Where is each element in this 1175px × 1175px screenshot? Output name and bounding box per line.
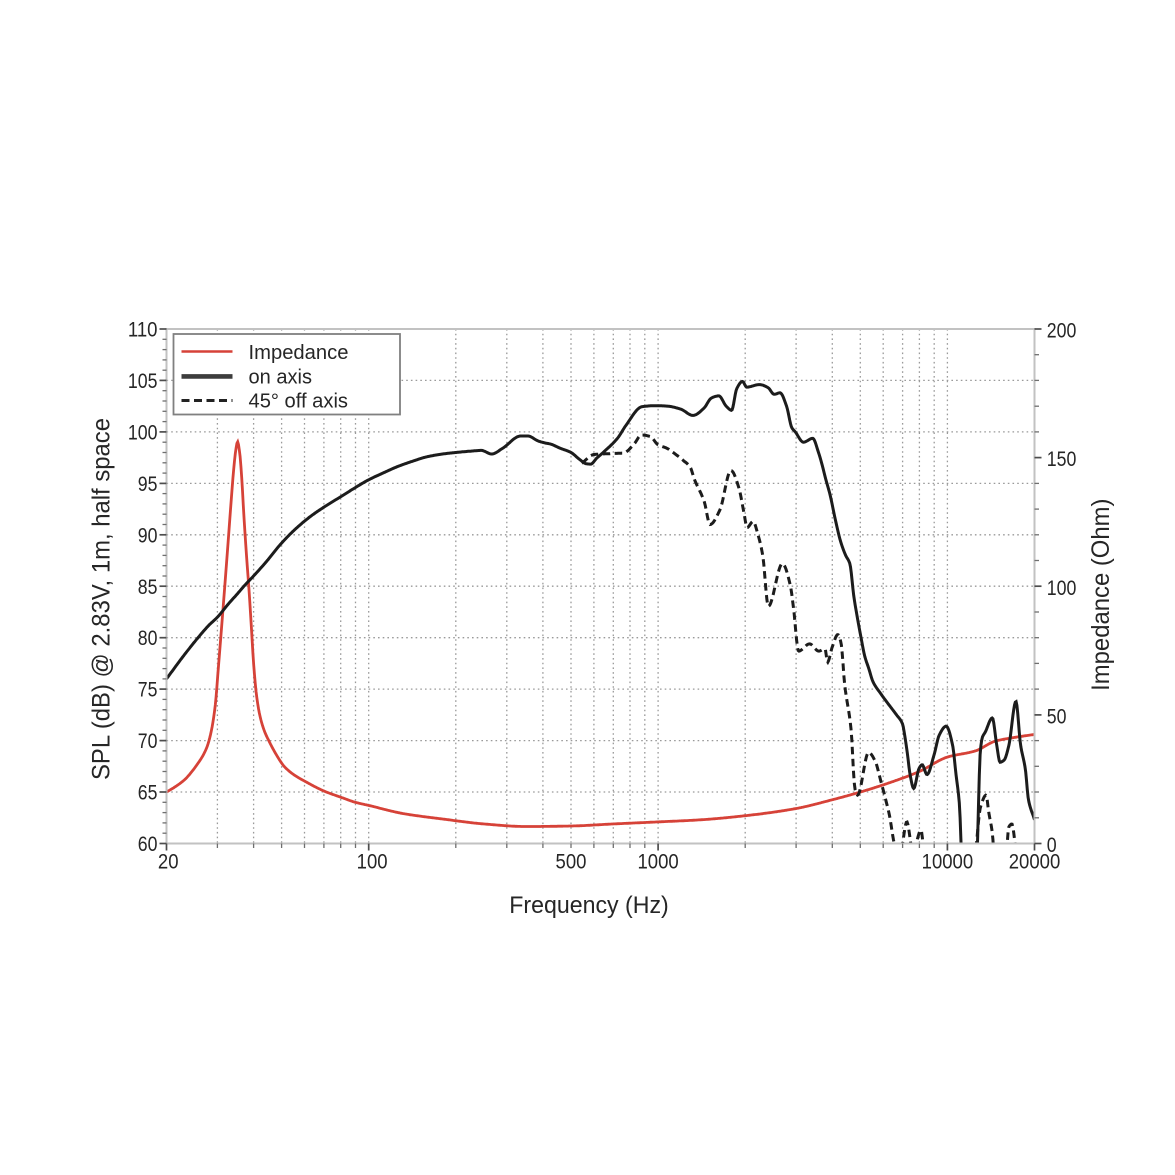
svg-text:100: 100 [1047,577,1077,600]
svg-text:SPL (dB) @ 2.83V, 1m, half spa: SPL (dB) @ 2.83V, 1m, half space [87,418,115,780]
svg-text:90: 90 [138,524,158,547]
svg-text:150: 150 [1047,448,1077,471]
svg-text:110: 110 [128,319,158,342]
svg-text:Frequency (Hz): Frequency (Hz) [509,892,669,919]
svg-text:95: 95 [138,473,158,496]
svg-text:Impedance: Impedance [249,341,349,364]
svg-text:100: 100 [128,421,158,444]
svg-text:1000: 1000 [638,851,679,874]
svg-text:80: 80 [138,627,158,650]
svg-text:100: 100 [357,851,388,874]
svg-text:Impedance (Ohm): Impedance (Ohm) [1087,499,1115,691]
svg-text:75: 75 [138,679,158,702]
svg-text:200: 200 [1047,320,1077,343]
svg-text:20000: 20000 [1009,851,1061,874]
svg-text:10000: 10000 [922,851,974,874]
svg-text:65: 65 [138,782,158,805]
svg-text:45° off axis: 45° off axis [249,390,349,413]
svg-text:105: 105 [128,370,158,393]
svg-text:0: 0 [1047,834,1057,857]
svg-text:on axis: on axis [249,365,313,388]
svg-text:70: 70 [138,730,158,753]
svg-text:20: 20 [158,851,179,874]
svg-text:500: 500 [556,851,587,874]
svg-text:60: 60 [138,833,158,856]
svg-text:50: 50 [1047,705,1067,728]
svg-text:85: 85 [138,576,158,599]
